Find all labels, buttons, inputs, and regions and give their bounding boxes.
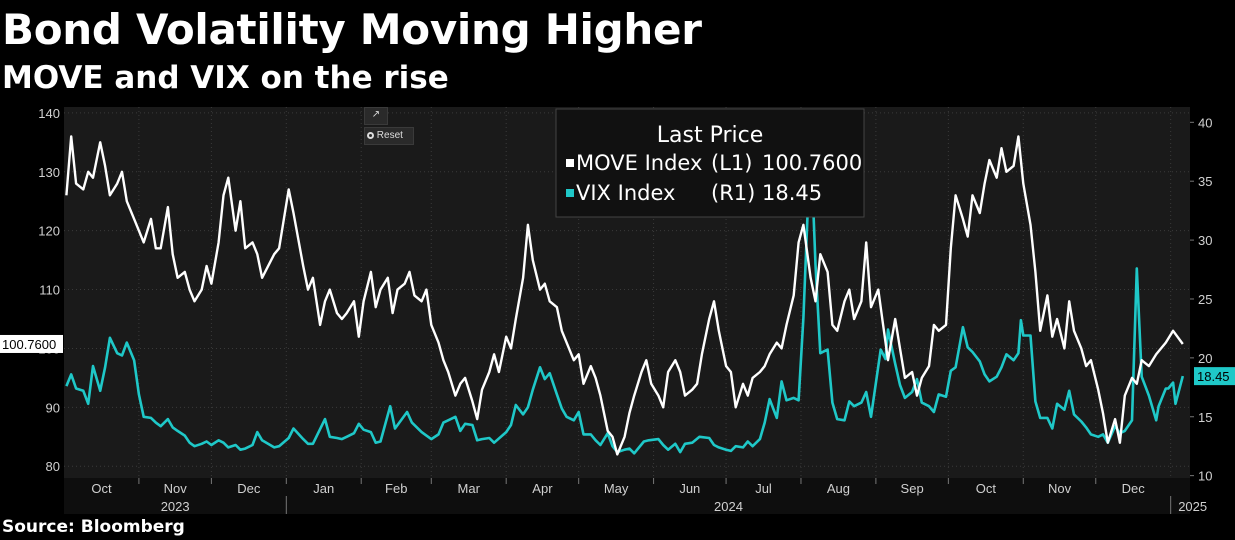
left-axis-tick: 130 <box>38 165 60 180</box>
x-axis-band <box>64 478 1190 514</box>
x-tick-label: May <box>604 481 629 496</box>
x-tick-label: Sep <box>901 481 924 496</box>
x-tick-label: Dec <box>237 481 261 496</box>
right-axis-tick: 25 <box>1198 292 1212 307</box>
right-axis-tick: 10 <box>1198 469 1212 484</box>
right-axis-tick: 40 <box>1198 115 1212 130</box>
x-tick-label: Feb <box>385 481 407 496</box>
left-axis-tick: 120 <box>38 224 60 239</box>
x-tick-label: Dec <box>1122 481 1146 496</box>
vix-last-value-text: 18.45 <box>1197 369 1230 384</box>
left-axis-tick: 90 <box>46 400 60 415</box>
x-tick-label: Jul <box>755 481 772 496</box>
x-tick-label: Jan <box>313 481 334 496</box>
move-last-value-box <box>0 334 63 353</box>
legend-title: Last Price <box>657 123 764 148</box>
x-year-label: 2025 <box>1178 499 1207 514</box>
legend-swatch <box>566 189 574 197</box>
legend-entry-name: VIX Index <box>576 181 675 205</box>
move-last-value-label: 100.7600 <box>0 334 63 353</box>
right-axis-tick: 20 <box>1198 351 1212 366</box>
x-tick-label: Mar <box>458 481 481 496</box>
right-axis-tick: 15 <box>1198 410 1212 425</box>
left-axis-tick: 140 <box>38 106 60 121</box>
x-tick-label: Aug <box>827 481 850 496</box>
legend: Last Price MOVE Index (L1) 100.7600 VIX Inde… <box>555 108 865 218</box>
x-year-label: 2023 <box>161 499 190 514</box>
left-axis-tick: 80 <box>46 459 60 474</box>
x-tick-label: Oct <box>976 481 997 496</box>
vix-last-value-box <box>1194 367 1235 386</box>
reset-label: Reset <box>376 130 403 141</box>
legend-entry-value: 100.7600 <box>762 151 862 175</box>
legend-entry-axis: (L1) <box>711 151 752 175</box>
x-year-label: 2024 <box>714 499 743 514</box>
reset-button[interactable]: Reset <box>364 127 414 145</box>
legend-entry-name: MOVE Index <box>576 151 702 175</box>
x-tick-label: Apr <box>532 481 553 496</box>
x-tick-label: Oct <box>91 481 112 496</box>
legend-entry-value: 18.45 <box>762 181 822 205</box>
vix-series-line <box>65 137 1185 455</box>
x-tick-label: Nov <box>1048 481 1072 496</box>
chart-subtitle: MOVE and VIX on the rise <box>2 60 449 96</box>
reset-icon <box>367 132 374 139</box>
legend-swatch <box>566 159 574 167</box>
x-tick-label: Nov <box>164 481 188 496</box>
vix-last-value-label: 18.45 <box>1194 367 1235 386</box>
chart-title: Bond Volatility Moving Higher <box>2 5 702 54</box>
source-note: Source: Bloomberg <box>2 517 185 537</box>
left-axis-tick: 110 <box>39 283 60 298</box>
move-last-value-text: 100.7600 <box>2 337 56 352</box>
right-axis-tick: 35 <box>1198 174 1212 189</box>
move-series-line <box>65 135 1184 456</box>
right-axis-tick: 30 <box>1198 233 1212 248</box>
line-chart-icon: ↗ <box>371 109 381 120</box>
legend-entry-axis: (R1) <box>711 181 755 205</box>
chart-type-button[interactable]: ↗ <box>364 107 388 125</box>
x-tick-label: Jun <box>679 481 700 496</box>
legend-box <box>555 108 865 218</box>
